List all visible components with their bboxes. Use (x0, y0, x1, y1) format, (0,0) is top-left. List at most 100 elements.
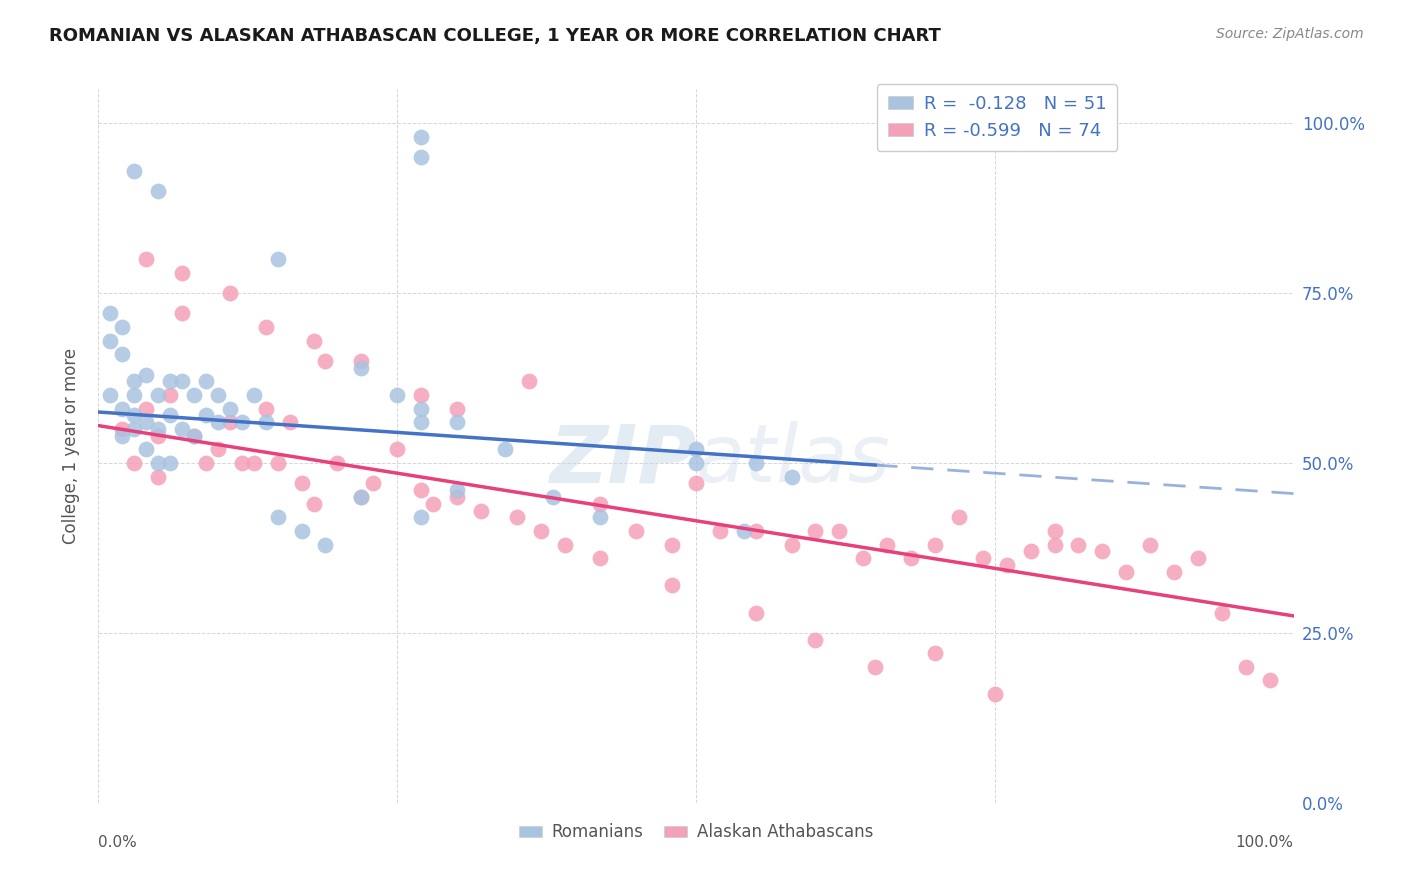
Point (350, 490, 373, 504)
Point (876, 537, 898, 551)
Point (446, 401, 468, 416)
Point (148, 422, 170, 436)
Point (124, 456, 146, 470)
Point (159, 409, 181, 423)
Point (470, 503, 492, 517)
Point (589, 497, 612, 511)
Point (254, 401, 277, 416)
Point (411, 129, 433, 144)
Point (219, 286, 242, 301)
Point (315, 354, 337, 368)
Point (135, 368, 157, 382)
Point (195, 375, 218, 389)
Point (159, 456, 181, 470)
Point (302, 497, 325, 511)
Point (207, 442, 229, 457)
Point (865, 660, 887, 674)
Point (1067, 537, 1090, 551)
Point (446, 490, 468, 504)
Point (517, 375, 540, 389)
Point (984, 687, 1007, 701)
Point (148, 469, 170, 483)
Point (411, 483, 433, 498)
Point (195, 409, 218, 423)
Point (291, 524, 314, 538)
Point (506, 510, 529, 524)
Point (411, 401, 433, 416)
Text: 0.0%: 0.0% (98, 835, 138, 850)
Point (148, 184, 170, 198)
Point (780, 537, 803, 551)
Point (219, 415, 242, 429)
Point (159, 388, 181, 402)
Point (111, 429, 134, 443)
Point (231, 415, 253, 429)
Point (804, 632, 827, 647)
Point (148, 388, 170, 402)
Point (111, 320, 134, 334)
Point (148, 456, 170, 470)
Point (852, 551, 875, 566)
Point (995, 558, 1018, 572)
Point (745, 456, 768, 470)
Point (661, 537, 683, 551)
Point (183, 388, 205, 402)
Point (972, 551, 994, 566)
Point (254, 415, 277, 429)
Point (422, 497, 444, 511)
Point (1115, 565, 1137, 579)
Point (219, 401, 242, 416)
Point (554, 537, 576, 551)
Point (709, 524, 731, 538)
Point (111, 422, 134, 436)
Point (243, 388, 266, 402)
Point (124, 388, 146, 402)
Y-axis label: College, 1 year or more: College, 1 year or more (62, 348, 80, 544)
Point (411, 415, 433, 429)
Point (98, 388, 122, 402)
Point (804, 524, 827, 538)
Point (172, 375, 194, 389)
Point (124, 409, 146, 423)
Legend: Romanians, Alaskan Athabascans: Romanians, Alaskan Athabascans (512, 817, 880, 848)
Point (685, 476, 707, 491)
Point (733, 524, 755, 538)
Point (267, 510, 290, 524)
Text: 100.0%: 100.0% (1236, 835, 1294, 850)
Point (446, 415, 468, 429)
Point (1091, 544, 1114, 558)
Point (98, 334, 122, 348)
Point (685, 442, 707, 457)
Point (159, 375, 181, 389)
Point (1187, 551, 1209, 566)
Point (589, 510, 612, 524)
Point (231, 456, 253, 470)
Point (661, 578, 683, 592)
Point (350, 354, 373, 368)
Point (900, 551, 922, 566)
Point (1139, 537, 1161, 551)
Point (111, 401, 134, 416)
Point (207, 415, 229, 429)
Point (135, 442, 157, 457)
Point (1019, 544, 1042, 558)
Point (363, 476, 385, 491)
Point (924, 646, 946, 660)
Point (172, 306, 194, 320)
Point (172, 422, 194, 436)
Point (183, 429, 205, 443)
Point (315, 537, 337, 551)
Text: ROMANIAN VS ALASKAN ATHABASCAN COLLEGE, 1 YEAR OR MORE CORRELATION CHART: ROMANIAN VS ALASKAN ATHABASCAN COLLEGE, … (49, 27, 941, 45)
Point (350, 360, 373, 375)
Point (124, 375, 146, 389)
Point (1258, 673, 1281, 688)
Point (302, 334, 325, 348)
Point (411, 510, 433, 524)
Point (111, 347, 134, 361)
Point (135, 252, 157, 266)
Point (411, 150, 433, 164)
Point (291, 476, 314, 491)
Point (530, 524, 553, 538)
Point (589, 551, 612, 566)
Point (1234, 660, 1257, 674)
